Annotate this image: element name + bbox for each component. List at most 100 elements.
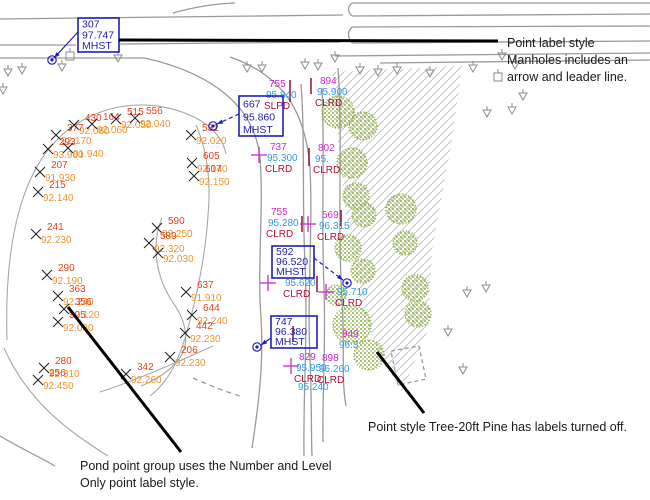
manhole-leader-arrowhead [261,339,268,345]
point-x-marker [30,228,42,240]
manhole-note-line-2: Manholes includes an [507,53,628,67]
surface-point-elevation: 95.620 [285,278,316,289]
pond-point-elevation: 92.230 [41,235,72,246]
pond-point-elevation: 92.140 [197,164,228,175]
tree-20ft-pine-icon [336,147,368,179]
survey-marker-icon [300,61,310,71]
manhole-point-description: MHST [275,336,305,348]
manhole-symbol-icon [252,342,262,352]
pond-point-elevation: 92.140 [43,193,74,204]
pond-point-elevation: 92.250 [162,229,193,240]
point-x-marker [86,118,98,130]
manhole-symbol-icon [50,58,54,62]
point-x-marker [42,143,54,155]
pond-point-elevation: 92.450 [43,381,74,392]
pond-point-elevation: 92.170 [61,136,92,147]
manhole-symbol-icon [208,121,218,131]
manhole-point-elevation: 96.380 [275,326,307,338]
pond-point-number: 556 [146,106,163,117]
surface-point-description: CLRD [283,289,310,300]
point-x-marker [52,316,64,328]
pond-bank [99,345,214,393]
point-x-marker [164,351,176,363]
pond-point-number: 363 [69,284,86,295]
surface-point-number: 802 [318,143,335,154]
road-line [0,41,341,46]
surface-point-labels-layer: 75595.840SLPD89495.900CLRD73795.300CLRD8… [251,76,368,393]
pond-point-elevation: 92.030 [163,254,194,265]
surface-point-elevation: 96.3 [339,340,359,351]
pond-point-number: 215 [49,180,66,191]
manhole-point-description: MHST [82,40,112,52]
pond-point-elevation: 92.050 [121,120,152,131]
survey-marker-icon [481,284,491,294]
tree-20ft-pine-icon [385,193,417,225]
survey-square-icon [493,72,503,82]
manhole-leader-arrowhead [336,274,343,280]
pond-point-number: 305 [69,310,86,321]
point-x-marker [41,269,53,281]
survey-marker-icon [468,64,478,74]
tree-20ft-pine-icon [404,300,432,328]
surface-point-elevation: 96.260 [319,364,350,375]
point-x-marker [34,166,46,178]
surface-point-description: CLRD [317,375,344,386]
point-x-marker [38,362,50,374]
surface-point-description: CLRD [265,164,292,175]
surface-point-number: 898 [322,353,339,364]
manhole-point-number: 307 [82,19,100,31]
pond-point-number: 293 [59,137,76,148]
surface-point-elevation: 95.240 [298,382,329,393]
road-line [0,435,56,467]
pond-bank [6,104,227,341]
surface-point-number: 829 [299,352,316,363]
pond-point-elevation: 92.120 [69,310,100,321]
surface-point-elevation: 95.280 [268,218,299,229]
point-x-marker [186,309,198,321]
manhole-point-number: 667 [243,99,261,111]
pond-point-number: 589 [160,231,177,242]
manhole-leader-arrowhead [54,52,60,58]
surface-point-elevation: 95. [315,154,329,165]
pond-point-number: 531 [202,123,219,134]
road-curb [321,87,326,443]
surface-point-elevation: 95.950 [296,363,327,374]
pond-note-line-1: Pond point group uses the Number and Lev… [80,459,332,473]
survey-marker-icon [57,63,67,73]
road-curb [144,57,263,449]
pond-point-elevation: 92.190 [52,276,83,287]
pond-point-elevation: 92.240 [63,297,94,308]
road-line [172,2,236,14]
manhole-point-number: 747 [275,316,293,328]
pond-point-elevation: 93.900 [53,150,84,161]
pond-point-number: 342 [137,362,154,373]
surface-point-description: CLRD [294,374,321,385]
pond-point-elevation: 92.080 [63,323,94,334]
pond-point-number: 206 [181,345,198,356]
pond-point-elevation: 92.240 [197,316,228,327]
manhole-point-elevation: 97.747 [82,29,114,41]
road-curb [300,83,307,457]
surface-point-number: 949 [342,329,359,340]
surface-point-number: 737 [270,142,287,153]
pond-point-number: 256 [49,368,66,379]
survey-marker-icon [482,109,492,119]
surface-point-description: SLPD [264,101,290,112]
survey-marker-icon [462,289,472,299]
surface-point-elevation: 95.710 [337,287,368,298]
survey-marker-icon [458,366,468,376]
manhole-label-box [238,95,284,137]
tree-20ft-pine-icon [353,339,385,371]
tree-20ft-pine-icon [325,284,347,306]
surface-point-number: 569 [322,210,339,221]
survey-marker-icon [0,86,8,96]
pond-point-number: 590 [168,216,185,227]
pond-point-labels-layer: 377 92.170 430 92.080 164 92.060 515 92.050 556 9… [30,106,230,392]
point-x-marker [129,112,141,124]
surface-point-description: CLRD [313,165,340,176]
tree-20ft-pine-icon [348,111,378,141]
pond-point-elevation: 92.020 [196,136,227,147]
survey-marker-icon [17,66,27,76]
pond-point-number: 207 [51,160,68,171]
